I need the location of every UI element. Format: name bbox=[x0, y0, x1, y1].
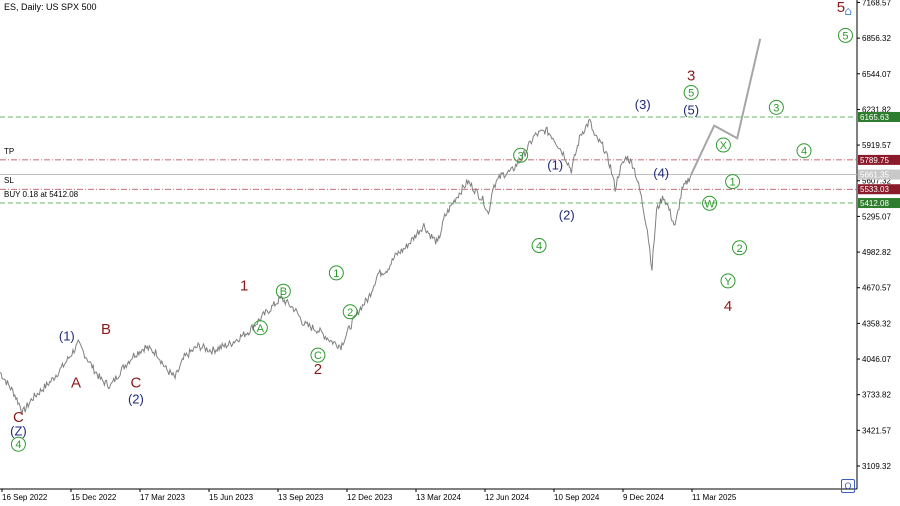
wave-label: 2 bbox=[736, 243, 742, 255]
wave-label: (Z) bbox=[10, 424, 27, 439]
wave-label: 3 bbox=[518, 150, 524, 162]
wave-label: (1) bbox=[59, 329, 75, 344]
level-price-text: 6165.63 bbox=[860, 113, 889, 122]
wave-label: 1 bbox=[240, 277, 248, 294]
wave-label: (1) bbox=[547, 157, 563, 172]
chart-title: ES, Daily: US SPX 500 bbox=[4, 2, 97, 12]
y-tick-label: 4982.82 bbox=[862, 248, 891, 257]
x-tick-label: 13 Mar 2024 bbox=[416, 493, 461, 502]
wave-label: (3) bbox=[635, 97, 651, 112]
wave-label: 2 bbox=[347, 307, 353, 319]
level-price-text: 5412.08 bbox=[860, 199, 889, 208]
settings-corner-icon[interactable]: O bbox=[841, 479, 855, 493]
wave-label-circle bbox=[683, 85, 699, 101]
wave-label: A bbox=[71, 375, 81, 392]
wave-label: Y bbox=[724, 276, 732, 288]
wave-label-circle bbox=[328, 265, 344, 281]
y-tick-label: 7168.57 bbox=[862, 0, 891, 7]
level-price-text: 5533.03 bbox=[860, 185, 889, 194]
y-tick-label: 3109.32 bbox=[862, 462, 891, 471]
level-price-tag bbox=[858, 184, 900, 195]
level-price-text: 5661.35 bbox=[860, 171, 889, 180]
y-tick-label: 6231.82 bbox=[862, 105, 891, 114]
wave-label: 3 bbox=[687, 67, 695, 84]
wave-label-circle bbox=[725, 174, 741, 190]
buy-order-label: BUY 0.18 at 5412.08 bbox=[4, 190, 79, 199]
level-price-tag bbox=[858, 154, 900, 165]
x-tick-label: 12 Dec 2023 bbox=[347, 493, 393, 502]
level-price-text: 5789.75 bbox=[860, 156, 889, 165]
x-tick-label: 13 Sep 2023 bbox=[278, 493, 324, 502]
level-price-tag bbox=[858, 111, 900, 122]
wave-label: 3 bbox=[773, 102, 779, 114]
wave-label: 1 bbox=[730, 177, 736, 189]
wave-label: (2) bbox=[128, 392, 144, 407]
wave-label: 5 bbox=[842, 30, 848, 42]
wave-projection-line bbox=[690, 38, 762, 176]
x-tick-label: 9 Dec 2024 bbox=[623, 493, 664, 502]
y-tick-label: 6544.07 bbox=[862, 70, 891, 79]
y-tick-label: 5919.57 bbox=[862, 141, 891, 150]
wave-label-circle bbox=[252, 320, 268, 336]
wave-label-circle bbox=[702, 195, 718, 211]
x-tick-label: 17 Mar 2023 bbox=[140, 493, 185, 502]
wave-label: C bbox=[314, 350, 322, 362]
wave-label: 5 bbox=[688, 88, 694, 100]
wave-label-circle bbox=[720, 273, 736, 289]
level-price-tag bbox=[858, 198, 900, 209]
y-tick-label: 6856.32 bbox=[862, 34, 891, 43]
y-tick-label: 3421.57 bbox=[862, 426, 891, 435]
cap-icon[interactable]: ⌂ bbox=[844, 4, 852, 18]
x-tick-label: 15 Jun 2023 bbox=[209, 493, 254, 502]
wave-label: C bbox=[13, 409, 24, 426]
x-tick-label: 15 Dec 2022 bbox=[71, 493, 117, 502]
wave-label: (2) bbox=[559, 208, 575, 223]
y-tick-label: 5607.32 bbox=[862, 177, 891, 186]
wave-label: 5 bbox=[837, 0, 845, 16]
wave-label-circle bbox=[342, 304, 358, 320]
wave-label: B bbox=[101, 321, 111, 338]
wave-label-circle bbox=[732, 240, 748, 256]
wave-label: 1 bbox=[333, 268, 339, 280]
y-tick-label: 3733.82 bbox=[862, 391, 891, 400]
y-tick-label: 4670.57 bbox=[862, 284, 891, 293]
wave-label-circle bbox=[837, 27, 853, 43]
wave-label-circle bbox=[10, 436, 26, 452]
wave-label-circle bbox=[531, 238, 547, 254]
y-tick-label: 5295.07 bbox=[862, 212, 891, 221]
y-tick-label: 4358.32 bbox=[862, 319, 891, 328]
wave-label: 4 bbox=[536, 241, 542, 253]
tp-level-label: TP bbox=[4, 147, 15, 156]
wave-label-circle bbox=[275, 283, 291, 299]
wave-label-circle bbox=[310, 347, 326, 363]
wave-label-circle bbox=[715, 137, 731, 153]
wave-label: W bbox=[704, 198, 715, 210]
level-price-tag bbox=[858, 169, 900, 180]
wave-label-circle bbox=[768, 99, 784, 115]
x-tick-label: 10 Sep 2024 bbox=[554, 493, 600, 502]
wave-label: 4 bbox=[15, 439, 21, 451]
y-tick-label: 4046.07 bbox=[862, 355, 891, 364]
x-tick-label: 16 Sep 2022 bbox=[2, 493, 48, 502]
wave-label-circle bbox=[796, 143, 812, 159]
wave-label: B bbox=[280, 286, 287, 298]
wave-label: 4 bbox=[801, 146, 807, 158]
x-tick-label: 12 Jun 2024 bbox=[485, 493, 530, 502]
wave-label: (4) bbox=[653, 165, 669, 180]
wave-label: A bbox=[257, 323, 265, 335]
sl-level-label: SL bbox=[4, 176, 14, 185]
wave-label: 4 bbox=[724, 298, 732, 315]
wave-label-circle bbox=[513, 147, 529, 163]
price-series-line[interactable] bbox=[0, 118, 692, 414]
wave-label: 2 bbox=[314, 361, 322, 378]
x-tick-label: 11 Mar 2025 bbox=[692, 493, 737, 502]
wave-label: X bbox=[720, 140, 728, 152]
wave-label: (5) bbox=[683, 103, 699, 118]
wave-label: C bbox=[131, 375, 142, 392]
